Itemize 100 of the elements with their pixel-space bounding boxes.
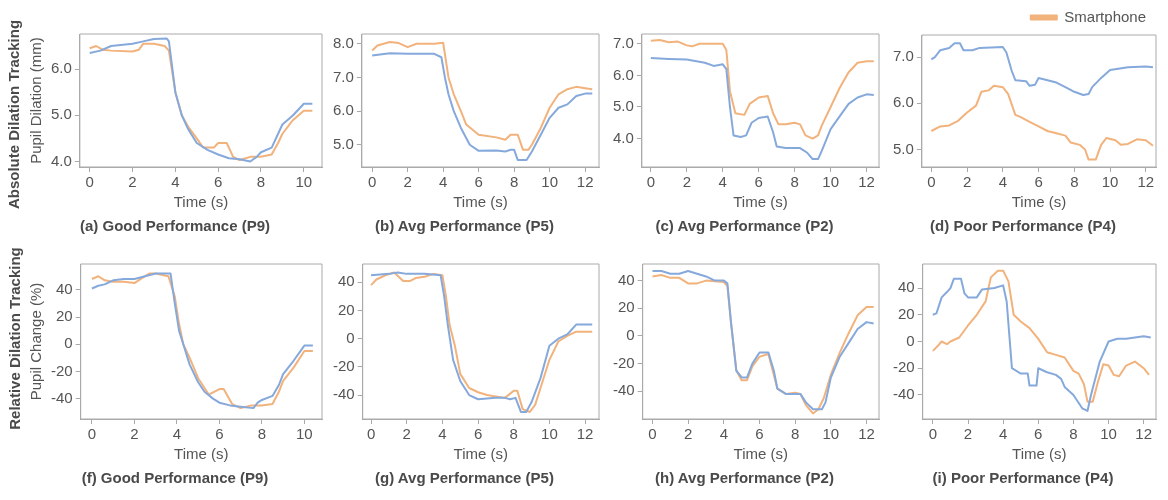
y-tick-label: -20	[332, 357, 355, 374]
x-tick-label: 4	[438, 173, 448, 191]
x-tick-label: 6	[755, 425, 764, 443]
y-tick-label: 40	[55, 279, 73, 297]
y-axis-title: Pupil Change (%)	[27, 282, 45, 401]
x-tick-label: 2	[130, 425, 139, 443]
x-tick-label: 10	[1100, 425, 1117, 443]
y-tick-label: 4.0	[50, 151, 72, 169]
x-tick-label: 4	[171, 173, 180, 191]
y-tick-label: 7.0	[332, 67, 354, 85]
x-tick-label: 6	[1034, 173, 1043, 191]
x-tick-label: 4	[718, 173, 727, 191]
x-tick-label: 2	[682, 173, 691, 191]
text: (a) Good Performance (P9)	[79, 217, 271, 235]
x-tick-label: 2	[403, 173, 412, 191]
text: (c) Avg Performance (P2)	[655, 217, 834, 235]
y-tick-label: 7.0	[892, 47, 914, 65]
text: (g) Avg Performance (P5)	[375, 469, 554, 487]
y-tick-label: 6.0	[892, 93, 914, 111]
x-tick-label: 12	[1137, 173, 1155, 191]
text: (i) Poor Performance (P4)	[932, 469, 1114, 487]
x-tick-label: 12	[858, 425, 875, 443]
x-axis-title: Time (s)	[1011, 193, 1067, 211]
x-tick-label: 4	[438, 425, 447, 443]
y-tick-label: 20	[337, 300, 355, 318]
x-tick-label: 8	[1069, 425, 1078, 443]
y-tick-label: 20	[617, 298, 635, 316]
x-tick-label: 6	[474, 173, 483, 191]
x-tick-label: 10	[296, 425, 313, 443]
x-axis-title: Time (s)	[733, 445, 789, 463]
y-tick-label: -20	[892, 358, 915, 376]
y-tick-label: 0	[346, 328, 355, 346]
x-tick-label: 6	[213, 173, 223, 191]
y-tick-label: -40	[50, 388, 73, 406]
y-tick-label: 6.0	[50, 59, 72, 77]
y-tick-label: 0	[64, 334, 73, 352]
x-axis-title: Time (s)	[1012, 445, 1067, 463]
text: (h) Avg Performance (P2)	[655, 469, 834, 487]
x-tick-label: 4	[998, 173, 1007, 191]
x-tick-label: 0	[87, 425, 97, 443]
text: Absolute Dilation Tracking	[5, 19, 23, 209]
x-tick-label: 8	[257, 425, 267, 443]
x-axis-title: Time (s)	[733, 193, 788, 211]
x-tick-label: 6	[215, 425, 224, 443]
x-tick-label: 8	[1070, 173, 1079, 191]
x-tick-label: 0	[928, 425, 938, 443]
y-tick-label: 8.0	[332, 33, 354, 51]
x-tick-label: 2	[128, 173, 137, 191]
y-tick-label: 5.0	[892, 139, 914, 157]
y-tick-label: -40	[612, 381, 635, 399]
y-tick-label: 7.0	[612, 33, 634, 51]
x-tick-label: 8	[509, 173, 519, 191]
x-tick-label: 2	[402, 425, 411, 443]
text: (b) Avg Performance (P5)	[375, 217, 554, 235]
x-tick-label: 10	[822, 173, 839, 191]
y-tick-label: 40	[337, 272, 355, 290]
x-tick-label: 8	[790, 173, 799, 191]
y-tick-label: -20	[612, 353, 635, 371]
x-tick-label: 2	[962, 173, 972, 191]
text: (d) Poor Performance (P4)	[930, 217, 1116, 235]
x-tick-label: 8	[509, 425, 518, 443]
y-tick-label: 5.0	[50, 105, 72, 123]
y-tick-label: 4.0	[612, 128, 634, 146]
x-tick-label: 2	[683, 425, 693, 443]
x-tick-label: 8	[256, 173, 266, 191]
text: Relative Dilation Tracking	[5, 246, 23, 430]
x-tick-label: 0	[648, 425, 657, 443]
text: (f) Good Performance (P9)	[81, 469, 269, 487]
x-axis-title: Time (s)	[453, 445, 509, 463]
x-tick-label: 6	[473, 425, 483, 443]
y-tick-label: 6.0	[332, 101, 354, 119]
x-tick-label: 10	[822, 425, 840, 443]
y-tick-label: 40	[897, 278, 915, 296]
y-tick-label: 6.0	[612, 65, 634, 83]
x-tick-label: 10	[541, 425, 558, 443]
x-tick-label: 12	[858, 173, 875, 191]
x-tick-label: 4	[998, 425, 1008, 443]
y-tick-label: 20	[55, 307, 73, 325]
x-tick-label: 0	[367, 173, 377, 191]
y-tick-label: -40	[892, 385, 915, 403]
x-tick-label: 10	[295, 173, 313, 191]
y-axis-title: Pupil Dilation (mm)	[27, 37, 45, 164]
y-tick-label: 0	[626, 326, 635, 344]
x-tick-label: 12	[576, 425, 594, 443]
x-tick-label: 0	[927, 173, 936, 191]
x-axis-title: Time (s)	[174, 445, 229, 463]
x-tick-label: 0	[85, 173, 94, 191]
x-tick-label: 0	[646, 173, 656, 191]
x-tick-label: 6	[1034, 425, 1043, 443]
x-tick-label: 4	[172, 425, 182, 443]
x-tick-label: 12	[1135, 425, 1153, 443]
x-tick-label: 4	[719, 425, 728, 443]
y-tick-label: 0	[906, 331, 915, 349]
x-tick-label: 10	[1101, 173, 1119, 191]
y-tick-label: -40	[332, 385, 355, 403]
x-tick-label: 6	[754, 173, 763, 191]
x-tick-label: 10	[541, 173, 558, 191]
x-tick-label: 0	[366, 425, 376, 443]
x-tick-label: 12	[576, 173, 594, 191]
x-tick-label: 8	[791, 425, 800, 443]
